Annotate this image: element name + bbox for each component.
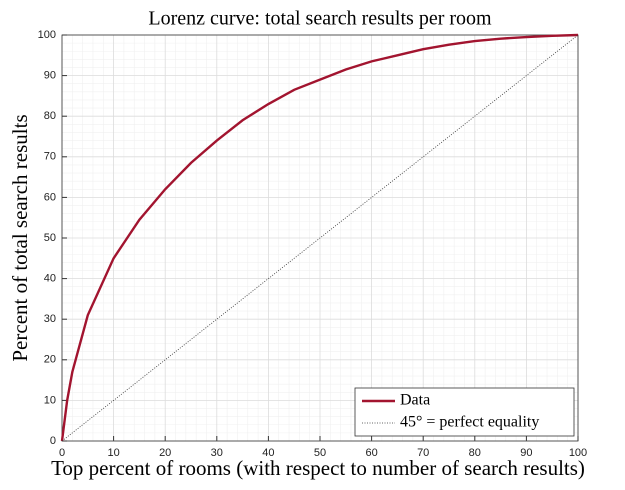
y-tick-label: 100 [38, 29, 56, 41]
x-tick-label: 80 [469, 447, 481, 459]
axes-box [61, 34, 579, 442]
x-tick-label: 40 [262, 447, 274, 459]
y-tick-label: 80 [44, 110, 56, 122]
y-axis-label: Percent of total search results [8, 114, 32, 361]
y-tick-label: 30 [44, 313, 56, 325]
chart-title: Lorenz curve: total search results per r… [148, 8, 492, 30]
series-line [60, 33, 579, 442]
x-tick-label: 70 [417, 447, 429, 459]
x-tick-label: 0 [59, 447, 65, 459]
x-tick-label: 20 [159, 447, 171, 459]
y-tick-label: 70 [44, 151, 56, 163]
y-tick-label: 40 [44, 273, 56, 285]
y-tick-label: 90 [44, 70, 56, 82]
x-tick-label: 10 [107, 447, 119, 459]
series-line [61, 34, 579, 442]
y-tick-label: 0 [50, 435, 56, 447]
x-tick-label: 50 [314, 447, 326, 459]
y-tick-label: 50 [44, 232, 56, 244]
x-tick-label: 90 [520, 447, 532, 459]
x-tick-label: 60 [365, 447, 377, 459]
y-tick-label: 10 [44, 394, 56, 406]
legend-box [354, 387, 575, 437]
legend-label: 45° = perfect equality [400, 414, 539, 431]
y-tick-label: 20 [44, 354, 56, 366]
x-tick-label: 30 [211, 447, 223, 459]
x-tick-label: 100 [569, 447, 587, 459]
x-axis-label: Top percent of rooms (with respect to nu… [51, 456, 585, 480]
y-tick-label: 60 [44, 191, 56, 203]
legend-label: Data [400, 392, 430, 409]
